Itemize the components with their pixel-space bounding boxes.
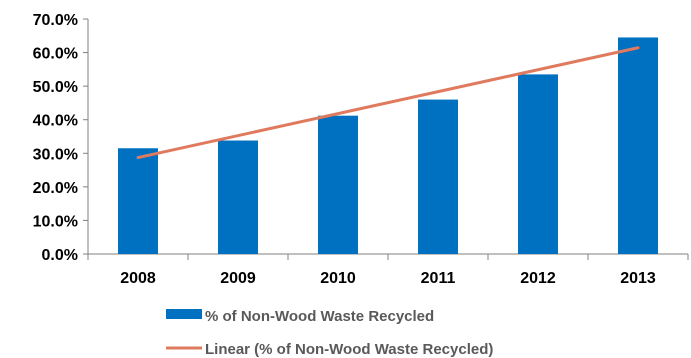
trendline-group <box>136 46 640 160</box>
x-tick-label: 2012 <box>520 270 556 287</box>
bars <box>118 37 658 255</box>
x-tick-label: 2008 <box>120 270 156 287</box>
x-axis: 2008 2009 2010 2011 2012 2013 <box>87 253 689 287</box>
bar <box>418 99 458 254</box>
bar <box>618 37 658 254</box>
y-tick-label: 40.0% <box>33 113 78 130</box>
legend-swatch-bar <box>166 309 202 319</box>
y-tick-label: 20.0% <box>33 180 78 197</box>
y-tick-label: 60.0% <box>33 46 78 63</box>
x-tick-label: 2010 <box>320 270 356 287</box>
bar <box>318 115 358 254</box>
x-tick-label: 2011 <box>421 270 456 287</box>
x-tick-label: 2013 <box>620 270 656 287</box>
legend-label-bar: % of Non-Wood Waste Recycled <box>205 308 434 325</box>
bar <box>218 140 258 254</box>
y-tick-label: 10.0% <box>33 213 78 230</box>
x-tick-label: 2009 <box>220 270 256 287</box>
legend-label-trendline: Linear (% of Non-Wood Waste Recycled) <box>205 341 493 358</box>
y-axis: 0.0% 10.0% 20.0% 30.0% 40.0% 50.0% 60.0% 70.0% <box>33 12 89 264</box>
y-tick-label: 30.0% <box>33 146 78 163</box>
bar <box>118 148 158 254</box>
y-tick-label: 0.0% <box>42 247 78 264</box>
y-tick-label: 50.0% <box>33 79 78 96</box>
legend: % of Non-Wood Waste Recycled Linear (% o… <box>166 308 493 358</box>
trendline <box>136 46 640 160</box>
bar <box>518 74 558 255</box>
y-tick-label: 70.0% <box>33 12 78 29</box>
